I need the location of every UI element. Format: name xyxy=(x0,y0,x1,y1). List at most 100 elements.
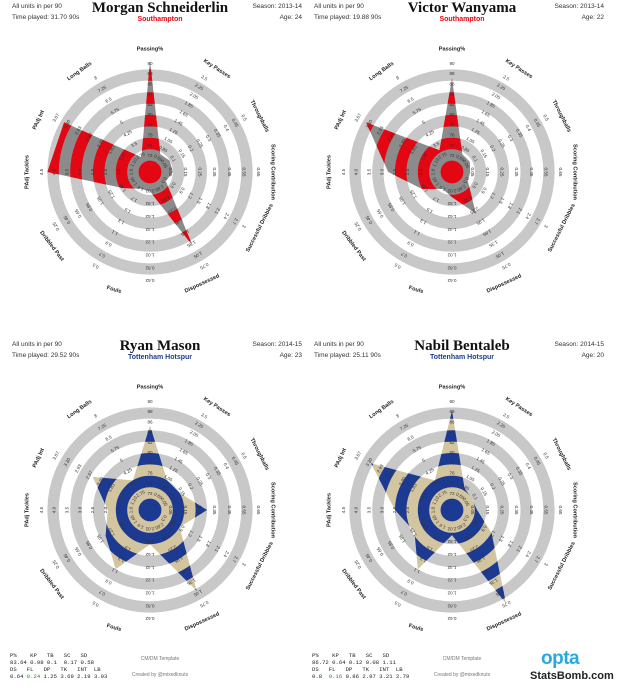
stat-value: 0.8 xyxy=(312,673,329,680)
tick-label: 1.05 xyxy=(494,589,505,598)
tick-label: 82 xyxy=(449,440,455,445)
statsbomb-logo: StatsBomb.com xyxy=(530,670,614,682)
season: Season: 2013-14 xyxy=(554,3,604,10)
tick-label: 0.65 xyxy=(376,208,385,219)
tick-label: 1.83 xyxy=(107,144,116,155)
tick-label: 3.67 xyxy=(52,112,61,123)
tick-label: 1.65 xyxy=(481,109,492,118)
radar-chart: 908886848280787674722.52.252.051.851.651… xyxy=(24,384,275,633)
tick-label: 1.2 xyxy=(187,530,195,538)
tick-label: 1.45 xyxy=(420,182,429,193)
player-name: Ryan Mason xyxy=(119,338,201,354)
tick-label: 3.67 xyxy=(354,450,363,461)
age: Age: 20 xyxy=(581,352,604,359)
tick-label: 1.25 xyxy=(409,189,418,200)
tick-label: 1.45 xyxy=(476,456,487,465)
tick-label: 86 xyxy=(147,81,153,86)
tick-label: 1.9 xyxy=(438,184,446,192)
tick-label: 0.65 xyxy=(74,208,83,219)
tick-label: 0.35 xyxy=(212,168,217,177)
player-name: Nabil Bentaleb xyxy=(414,338,510,354)
tick-label: 0.5 xyxy=(240,452,248,460)
tick-label: 0.65 xyxy=(256,506,261,515)
tick-label: 4.0 xyxy=(52,168,57,175)
tick-label: 0.05 xyxy=(470,506,475,515)
tick-label: 7.25 xyxy=(97,84,108,93)
radar-band xyxy=(371,410,507,604)
tick-label: 8 xyxy=(93,75,98,81)
tick-label: 4.25 xyxy=(123,467,134,476)
tick-label: 1.65 xyxy=(129,514,138,525)
tick-label: 2.25 xyxy=(469,544,480,553)
tick-label: 1.05 xyxy=(163,474,174,483)
tick-label: 1.22 xyxy=(145,240,154,245)
tick-label: 0.05 xyxy=(168,168,173,177)
credit: Created by @mixedknuts xyxy=(131,672,189,678)
tick-label: 0.2 xyxy=(187,144,195,152)
tick-label: 0.65 xyxy=(153,154,164,163)
tick-label: 90 xyxy=(147,61,153,66)
tick-label: 0.82 xyxy=(145,265,154,270)
tick-label: 1.62 xyxy=(145,552,154,557)
tick-label: 88 xyxy=(147,71,153,76)
tick-label: 5.75 xyxy=(110,445,121,454)
tick-label: 4.25 xyxy=(425,129,436,138)
tick-label: 1.7 xyxy=(432,195,440,203)
tick-label: 1.02 xyxy=(145,252,154,257)
tick-label: 1.3 xyxy=(419,218,427,226)
tick-label: 1.45 xyxy=(118,182,127,193)
tick-label: 1.95 xyxy=(173,217,184,226)
tick-label: 90 xyxy=(449,399,455,404)
tick-label: 0.15 xyxy=(177,487,186,498)
tick-label: 1.05 xyxy=(465,136,476,145)
tick-label: 3.0 xyxy=(77,168,82,175)
tick-label: 0.82 xyxy=(145,603,154,608)
tick-label: 1.45 xyxy=(476,118,487,127)
tick-label: 2.05 xyxy=(189,429,200,438)
tick-label: 0.85 xyxy=(387,540,396,551)
tick-label: 1.35 xyxy=(186,577,197,586)
tick-label: 84 xyxy=(147,430,153,435)
tick-label: 0.45 xyxy=(529,168,534,177)
tick-label: 0.3 xyxy=(160,514,168,522)
axis-label: PAdj Tackles xyxy=(24,155,30,189)
tick-label: 1.7 xyxy=(130,533,138,541)
tick-label: 0.5 xyxy=(542,114,550,122)
team-name: Southampton xyxy=(439,16,485,23)
tick-label: 1.2 xyxy=(187,192,195,200)
tick-label: 74 xyxy=(449,481,455,486)
tick-label: 4.5 xyxy=(341,506,346,513)
tick-label: 3.67 xyxy=(354,112,363,123)
tick-label: 0.2 xyxy=(489,482,497,490)
season: Season: 2014-15 xyxy=(252,341,302,348)
units-note: All units in per 90 xyxy=(12,341,62,348)
tick-label: 0.6 xyxy=(169,519,177,527)
tick-label: 2.5 xyxy=(90,168,95,175)
stats-header-1: P% KP TB SC SD xyxy=(10,652,88,659)
tick-label: 0.45 xyxy=(62,552,71,563)
tick-label: 0.85 xyxy=(460,145,471,154)
tick-label: 0.75 xyxy=(501,262,512,271)
tick-label: 88 xyxy=(449,409,455,414)
tick-label: 7.25 xyxy=(399,84,410,93)
template-note: CM/DM Template xyxy=(442,656,482,662)
tick-label: 0.5 xyxy=(393,600,401,608)
tick-label: 3.5 xyxy=(65,506,70,513)
tick-label: 3 xyxy=(543,224,549,229)
tick-label: 0.25 xyxy=(195,138,204,149)
tick-label: 2.1 xyxy=(213,545,221,553)
tick-label: 0.15 xyxy=(479,487,488,498)
tick-label: 3.0 xyxy=(379,168,384,175)
tick-label: 0.82 xyxy=(447,603,456,608)
tick-label: 2.4 xyxy=(222,550,230,558)
age: Age: 22 xyxy=(581,14,604,21)
tick-label: 1.83 xyxy=(107,482,116,493)
tick-label: 72 xyxy=(147,491,153,496)
tick-label: 80 xyxy=(449,450,455,455)
tick-label: 8 xyxy=(93,413,98,419)
credit: Created by @mixedknuts xyxy=(433,672,491,678)
tick-label: 1.5 xyxy=(196,197,204,205)
tick-label: 1.0 xyxy=(431,506,436,513)
tick-label: 2.20 xyxy=(96,138,105,149)
axis-label: Fouls xyxy=(106,623,122,633)
